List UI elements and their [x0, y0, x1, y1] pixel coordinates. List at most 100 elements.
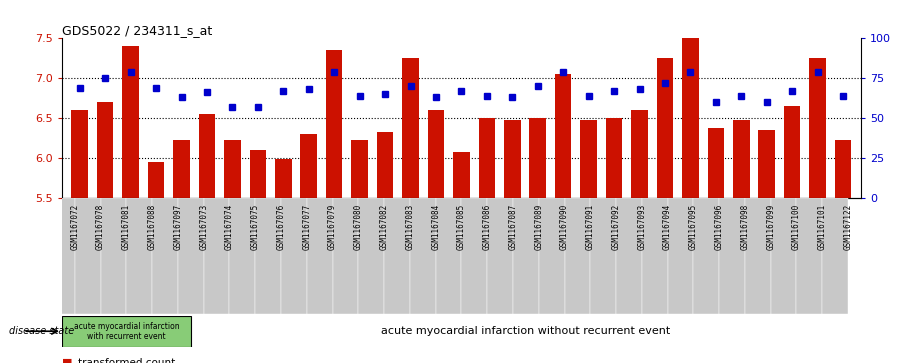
Bar [606, 118, 622, 198]
Text: GSM1167094: GSM1167094 [663, 204, 672, 250]
Bar [410, 198, 435, 314]
Text: ■: ■ [62, 358, 73, 363]
Bar [796, 198, 823, 314]
Bar [719, 198, 745, 314]
Bar [127, 198, 152, 314]
Bar [745, 198, 771, 314]
Text: GSM1167090: GSM1167090 [560, 204, 569, 250]
Bar [204, 198, 230, 314]
Bar [771, 198, 796, 314]
Text: GSM1167072: GSM1167072 [70, 204, 79, 250]
Bar [255, 198, 281, 314]
Bar [326, 50, 343, 198]
Bar [358, 198, 384, 314]
Text: GSM1167088: GSM1167088 [148, 204, 157, 250]
Text: GSM1167122: GSM1167122 [844, 204, 853, 250]
Bar [529, 118, 546, 198]
Text: GSM1167076: GSM1167076 [277, 204, 285, 250]
Bar [834, 140, 852, 198]
Text: GSM1167097: GSM1167097 [173, 204, 182, 250]
Text: acute myocardial infarction without recurrent event: acute myocardial infarction without recu… [381, 326, 670, 336]
Text: GSM1167089: GSM1167089 [534, 204, 543, 250]
Bar [693, 198, 719, 314]
Bar [809, 58, 826, 198]
Text: GSM1167093: GSM1167093 [638, 204, 646, 250]
Bar [152, 198, 178, 314]
Text: GSM1167075: GSM1167075 [251, 204, 260, 250]
Bar [230, 198, 255, 314]
Bar [352, 140, 368, 198]
Bar [668, 198, 693, 314]
Bar [377, 132, 394, 198]
Text: transformed count: transformed count [78, 358, 176, 363]
Bar [538, 198, 565, 314]
Bar [333, 198, 358, 314]
Text: GSM1167099: GSM1167099 [766, 204, 775, 250]
Text: GSM1167073: GSM1167073 [200, 204, 209, 250]
Bar [307, 198, 333, 314]
Bar [427, 110, 445, 198]
Bar [504, 119, 520, 198]
Bar [462, 198, 487, 314]
Bar [823, 198, 848, 314]
Text: GSM1167082: GSM1167082 [380, 204, 389, 250]
Bar [513, 198, 538, 314]
Bar [178, 198, 204, 314]
Bar [62, 316, 190, 347]
Bar [122, 46, 138, 198]
Bar [148, 162, 164, 198]
Bar [97, 102, 114, 198]
Bar [590, 198, 616, 314]
Text: GSM1167077: GSM1167077 [302, 204, 312, 250]
Bar [759, 130, 775, 198]
Bar [403, 58, 419, 198]
Text: GSM1167080: GSM1167080 [353, 204, 363, 250]
Text: GSM1167095: GSM1167095 [689, 204, 698, 250]
Bar [784, 106, 801, 198]
Bar [657, 58, 673, 198]
Bar [555, 74, 571, 198]
Bar [49, 198, 75, 314]
Bar [565, 198, 590, 314]
Text: GSM1167084: GSM1167084 [431, 204, 440, 250]
Bar [275, 159, 292, 198]
Text: GSM1167096: GSM1167096 [714, 204, 723, 250]
Bar [75, 198, 100, 314]
Text: GSM1167091: GSM1167091 [586, 204, 595, 250]
Bar [708, 129, 724, 198]
Bar [642, 198, 668, 314]
Text: GSM1167081: GSM1167081 [122, 204, 131, 250]
Text: GDS5022 / 234311_s_at: GDS5022 / 234311_s_at [62, 24, 212, 37]
Text: GSM1167085: GSM1167085 [457, 204, 466, 250]
Bar [199, 114, 215, 198]
Bar [250, 150, 266, 198]
Bar [580, 119, 597, 198]
Text: acute myocardial infarction
with recurrent event: acute myocardial infarction with recurre… [74, 322, 179, 341]
Bar [224, 139, 241, 198]
Bar [453, 151, 470, 198]
Bar [71, 110, 88, 198]
Bar [384, 198, 410, 314]
Bar [616, 198, 642, 314]
Text: GSM1167098: GSM1167098 [741, 204, 750, 250]
Bar [631, 110, 648, 198]
Bar [487, 198, 513, 314]
Text: GSM1167092: GSM1167092 [611, 204, 620, 250]
Bar [478, 118, 496, 198]
Bar [733, 119, 750, 198]
Bar [682, 34, 699, 198]
Text: GSM1167083: GSM1167083 [405, 204, 415, 250]
Bar [173, 140, 189, 198]
Bar [435, 198, 462, 314]
Text: GSM1167100: GSM1167100 [792, 204, 801, 250]
Text: GSM1167101: GSM1167101 [818, 204, 827, 250]
Text: GSM1167079: GSM1167079 [328, 204, 337, 250]
Bar [301, 134, 317, 198]
Text: GSM1167078: GSM1167078 [96, 204, 105, 250]
Bar [281, 198, 307, 314]
Text: GSM1167086: GSM1167086 [483, 204, 492, 250]
Text: GSM1167074: GSM1167074 [225, 204, 234, 250]
Text: disease state: disease state [9, 326, 75, 336]
Bar [100, 198, 127, 314]
Text: GSM1167087: GSM1167087 [508, 204, 517, 250]
